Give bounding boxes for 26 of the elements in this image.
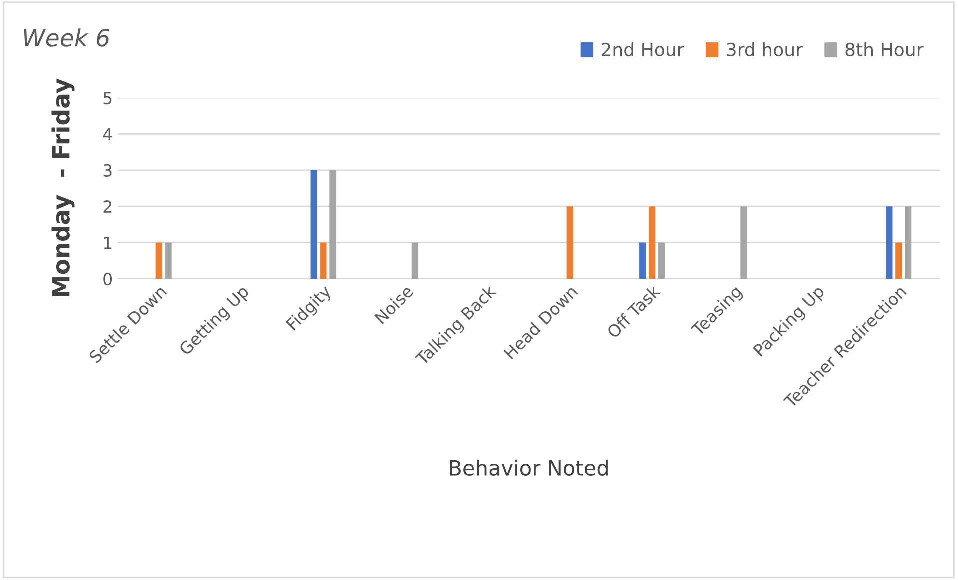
legend-label: 3rd hour [727,42,803,57]
bar [886,206,893,279]
y-tick-label: 1 [104,236,112,250]
bar [905,206,912,279]
bar [412,242,418,279]
bar [156,242,162,279]
y-tick-label: 0 [104,272,112,286]
chart-title: Week 6 [24,28,110,47]
y-tick-label: 4 [103,128,112,141]
bar [165,242,172,279]
y-tick-label: 2 [104,200,112,213]
bar [310,170,318,279]
legend-label: 2nd Hour [602,42,684,57]
legend-label: 8th Hour [846,42,924,57]
bar [320,242,327,279]
bar [566,206,574,279]
bar [640,242,646,279]
y-tick-label: 5 [104,92,112,105]
bar [658,242,666,279]
bar [649,206,656,279]
bar [896,242,902,279]
y-axis-title: Monday - Friday [52,78,75,296]
bar [330,170,336,279]
y-tick-label: 3 [104,164,112,177]
x-axis-title: Behavior Noted [450,460,608,476]
bar [740,206,748,279]
